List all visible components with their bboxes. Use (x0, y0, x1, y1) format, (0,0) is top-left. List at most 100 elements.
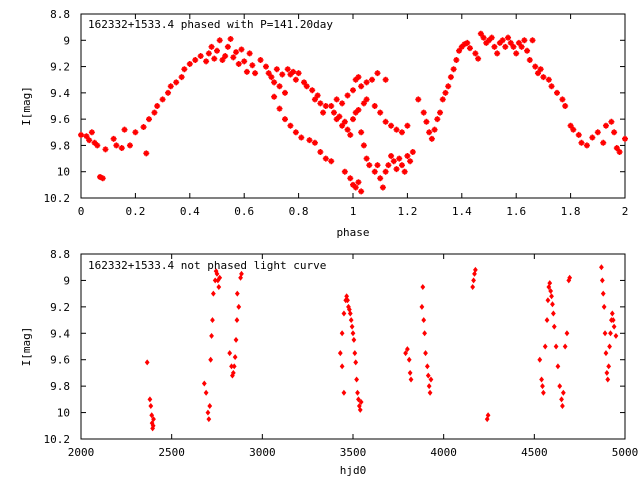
data-point (333, 96, 340, 103)
x-tick-label: 0.6 (234, 205, 254, 218)
data-point (83, 133, 90, 140)
data-point (542, 343, 548, 350)
data-point (339, 122, 346, 129)
data-point (363, 79, 370, 86)
data-point (317, 100, 324, 107)
data-point (613, 145, 620, 152)
data-point (78, 131, 84, 138)
data-point (611, 323, 617, 330)
x-tick-label: 5000 (612, 446, 639, 459)
data-point (349, 323, 355, 330)
data-point (407, 369, 413, 376)
data-point (224, 43, 231, 50)
data-point (339, 100, 346, 107)
data-point (234, 290, 240, 297)
data-point (147, 396, 153, 403)
data-point (602, 330, 608, 337)
data-point (471, 277, 476, 284)
data-point (575, 131, 582, 138)
data-point (290, 68, 297, 75)
data-point (605, 376, 611, 383)
x-tick-label: 0.4 (180, 205, 200, 218)
data-point (345, 297, 350, 304)
unphased-light-curve-panel: 2000 2500 3000 3500 4000 4500 5000 8.8 9 9.2 9.4 9.… (20, 248, 638, 477)
data-point (396, 155, 403, 162)
data-point (113, 142, 120, 149)
chart-title: 162332+1533.4 not phased light curve (88, 259, 326, 272)
data-point (91, 139, 98, 146)
data-point (232, 354, 238, 361)
data-point (480, 34, 487, 41)
data-point (408, 376, 414, 383)
data-point (532, 63, 539, 70)
data-point (328, 103, 335, 109)
data-point (165, 89, 172, 96)
data-point (206, 416, 212, 423)
data-point (234, 317, 240, 324)
data-point (390, 158, 397, 165)
data-point (121, 126, 128, 133)
y-tick-label: 10.2 (44, 192, 71, 205)
data-point (233, 49, 240, 56)
data-point (382, 118, 389, 125)
y-tick-label: 8.8 (50, 8, 70, 21)
data-point (252, 70, 259, 77)
data-point (524, 47, 531, 54)
data-point (287, 71, 294, 78)
data-point (453, 57, 460, 63)
data-point (181, 66, 188, 73)
data-point (545, 297, 551, 304)
data-point (150, 422, 156, 429)
data-point (352, 76, 359, 83)
data-point (507, 39, 514, 46)
data-point (358, 399, 364, 405)
data-point (405, 346, 410, 353)
data-point (230, 369, 236, 376)
data-point (355, 106, 362, 113)
data-point (371, 168, 378, 175)
data-point (555, 363, 561, 370)
data-point (203, 389, 209, 396)
data-point (510, 43, 517, 50)
data-point (271, 79, 278, 86)
data-point (398, 129, 405, 136)
x-tick-label: 2 (622, 205, 629, 218)
data-point (562, 343, 568, 350)
data-point (298, 134, 305, 141)
data-point (348, 317, 354, 324)
data-point (219, 57, 226, 63)
data-point (282, 116, 288, 123)
y-tick-label: 9.4 (50, 87, 70, 100)
data-point (352, 350, 358, 357)
y-tick-label: 9 (63, 274, 70, 287)
data-point (496, 39, 503, 46)
data-point (322, 155, 329, 162)
data-point (570, 126, 577, 133)
data-point (347, 175, 354, 182)
data-point (594, 129, 601, 136)
data-point (88, 129, 95, 136)
data-point (317, 149, 324, 155)
data-point (424, 363, 430, 370)
data-point (599, 264, 604, 271)
data-point (201, 380, 207, 387)
data-point (616, 149, 623, 155)
y-tick-label: 10 (57, 166, 70, 179)
data-point (144, 359, 150, 366)
data-point (404, 152, 411, 159)
data-point (382, 168, 389, 175)
data-point (231, 363, 237, 370)
data-point (265, 70, 272, 77)
data-point (611, 129, 618, 136)
data-point (186, 60, 193, 67)
data-point (227, 350, 233, 357)
y-tick-label: 9.8 (50, 380, 70, 393)
data-point (420, 284, 426, 291)
data-point (279, 71, 286, 78)
data-point (382, 76, 389, 83)
data-point (534, 70, 541, 77)
data-point (352, 109, 359, 116)
data-point (475, 55, 482, 62)
data-point (371, 103, 378, 109)
data-point (356, 396, 361, 403)
